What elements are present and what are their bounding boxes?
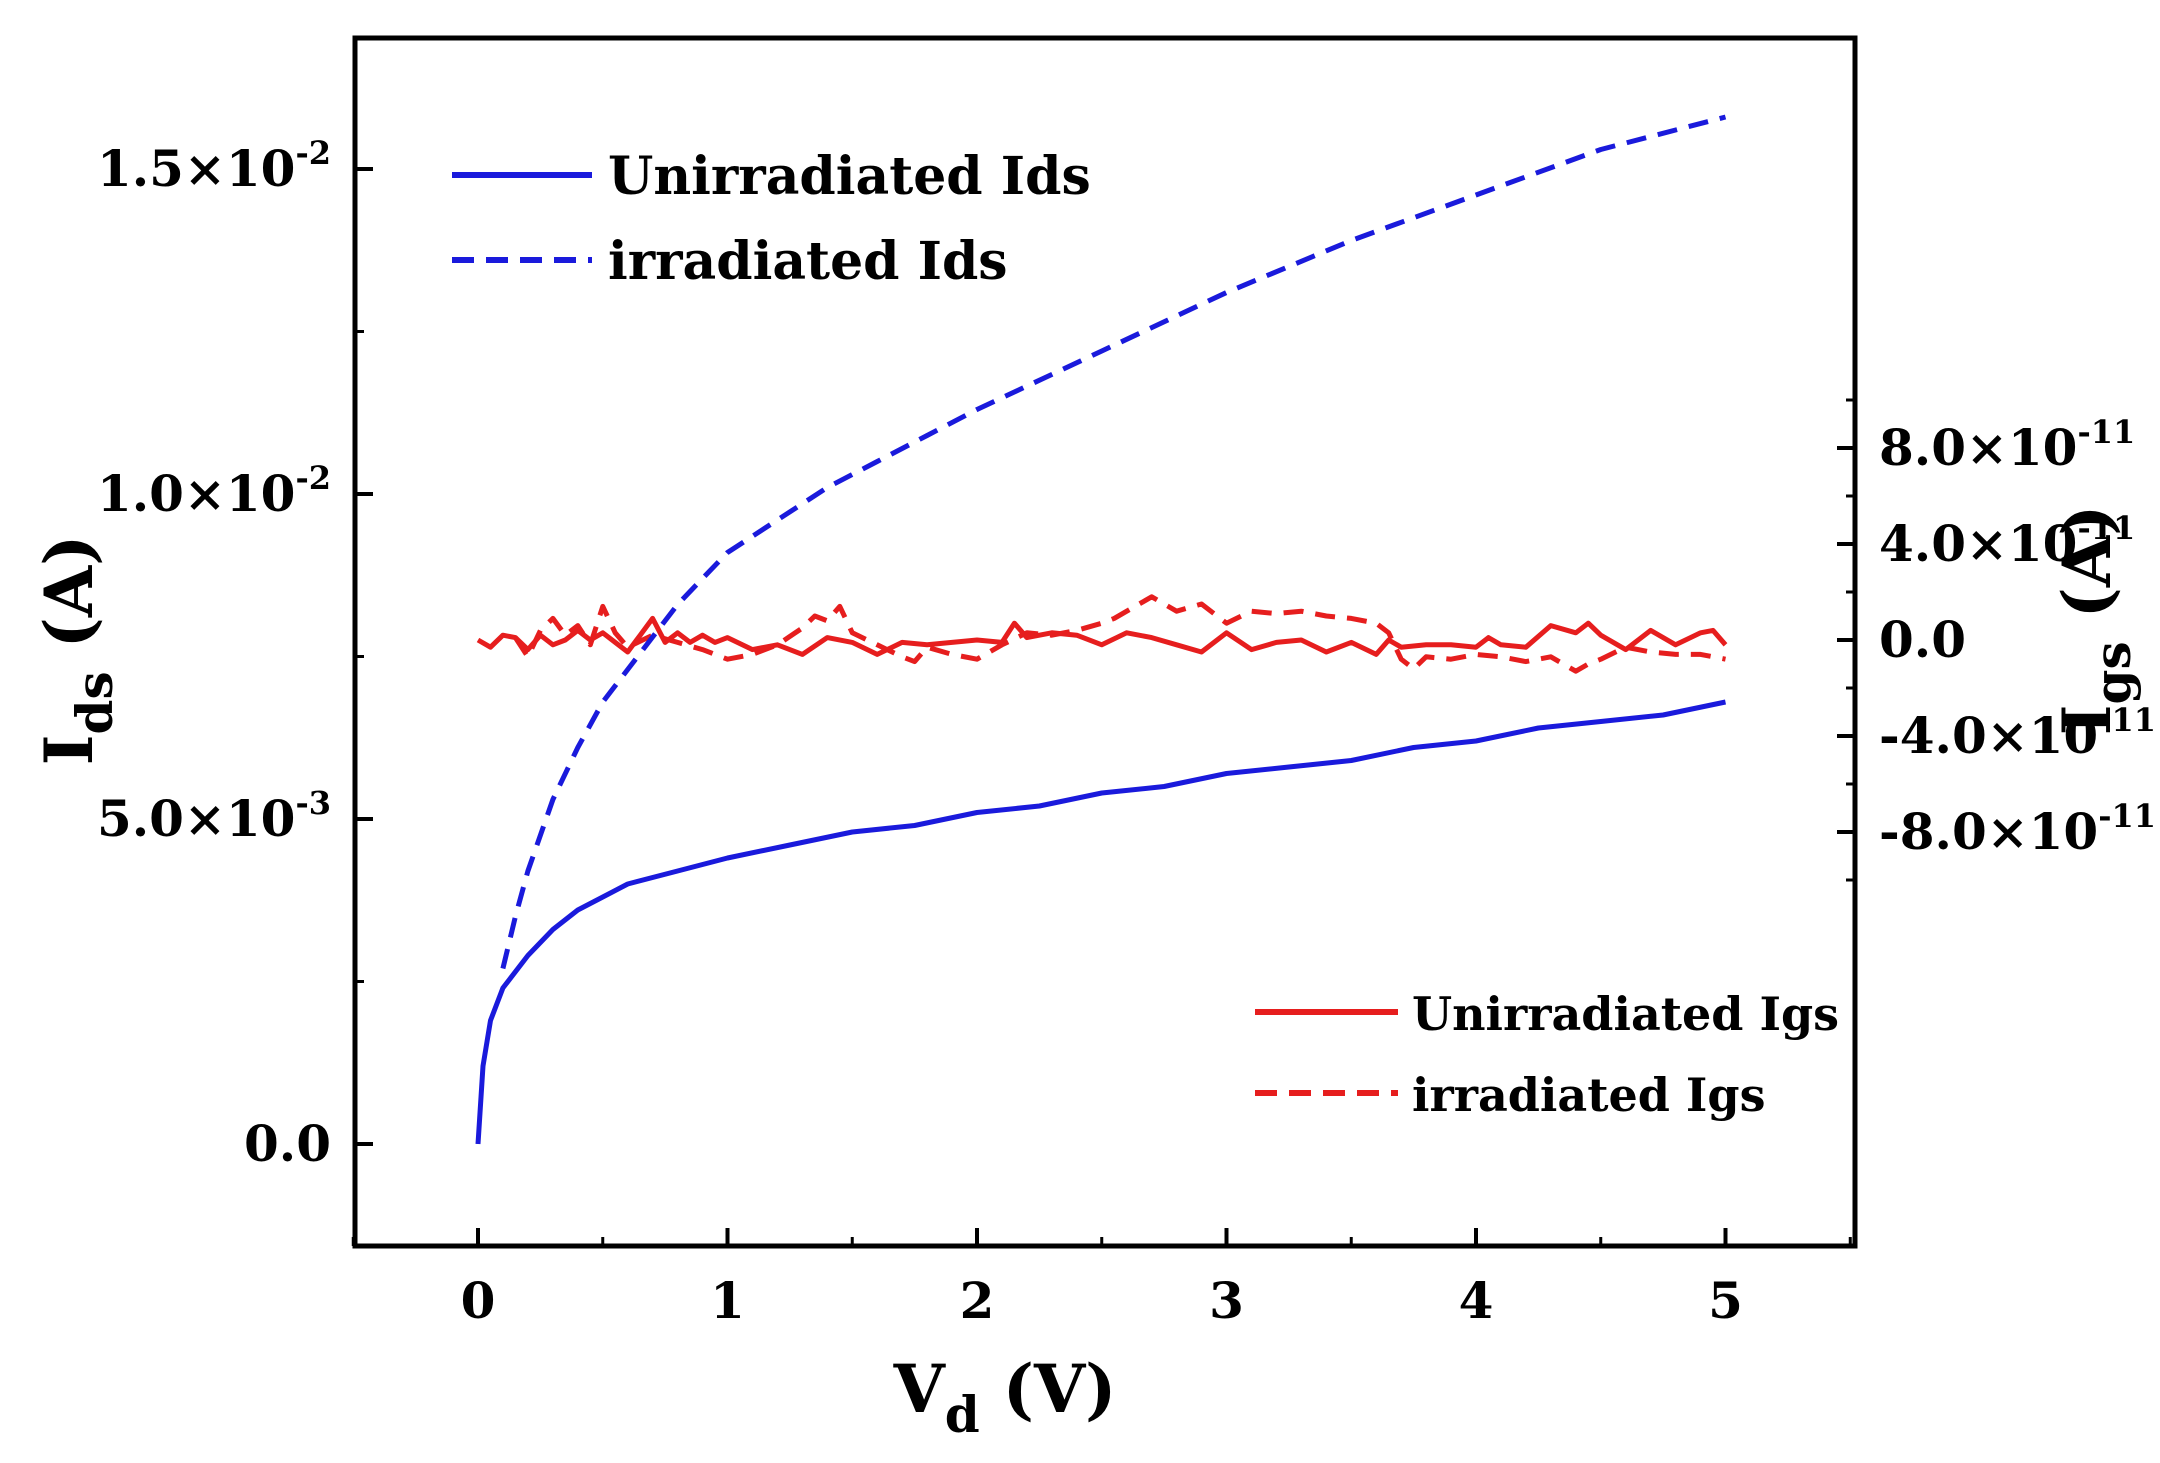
y-right-tick-label: -4.0×10-11 (1879, 701, 2156, 765)
series-unirradiated-igs (476, 615, 1728, 657)
y-left-axis-title: Ids (A) (30, 535, 124, 766)
series-unirradiated-ids (475, 699, 1727, 1145)
y-right-tick-label: 8.0×10-11 (1879, 413, 2135, 477)
x-tick-label: 3 (1209, 1271, 1244, 1330)
legend-label-irradiated-ids: irradiated Ids (608, 231, 1008, 292)
x-tick-label: 0 (461, 1271, 496, 1330)
legend-top-left: Unirradiated Ids irradiated Ids (452, 146, 1091, 292)
legend-label-unirradiated-igs: Unirradiated Igs (1412, 987, 1839, 1041)
series-irradiated-ids (500, 114, 1727, 970)
x-tick-label: 5 (1708, 1271, 1743, 1330)
x-tick-label: 2 (960, 1271, 995, 1330)
y-left-tick-label: 1.0×10-2 (97, 459, 331, 523)
series-lines (475, 114, 1728, 1145)
legend-label-unirradiated-ids: Unirradiated Ids (608, 146, 1091, 207)
y-left-tick-label: 1.5×10-2 (97, 134, 331, 198)
y-right-tick-label: 0.0 (1879, 610, 1966, 669)
x-axis-title: Vd (V) (893, 1350, 1117, 1444)
tick-marks (351, 167, 1855, 1246)
y-left-tick-label: 0.0 (244, 1114, 331, 1173)
x-tick-label: 4 (1459, 1271, 1494, 1330)
y-left-tick-label: 5.0×10-3 (97, 784, 331, 848)
legend-bottom-right: Unirradiated Igs irradiated Igs (1255, 987, 1839, 1122)
y-right-tick-label: -8.0×10-11 (1879, 797, 2156, 861)
x-tick-label: 1 (710, 1271, 745, 1330)
tick-labels: 0 1 2 3 4 5 0.0 5.0×10-3 1.0×10-2 1.5×10-2 -8.0×10… (97, 134, 2156, 1330)
legend-label-irradiated-igs: irradiated Igs (1412, 1068, 1765, 1122)
y-right-tick-label: 4.0×10-11 (1879, 509, 2135, 573)
y-right-axis-title: Igs (A) (2048, 505, 2142, 736)
